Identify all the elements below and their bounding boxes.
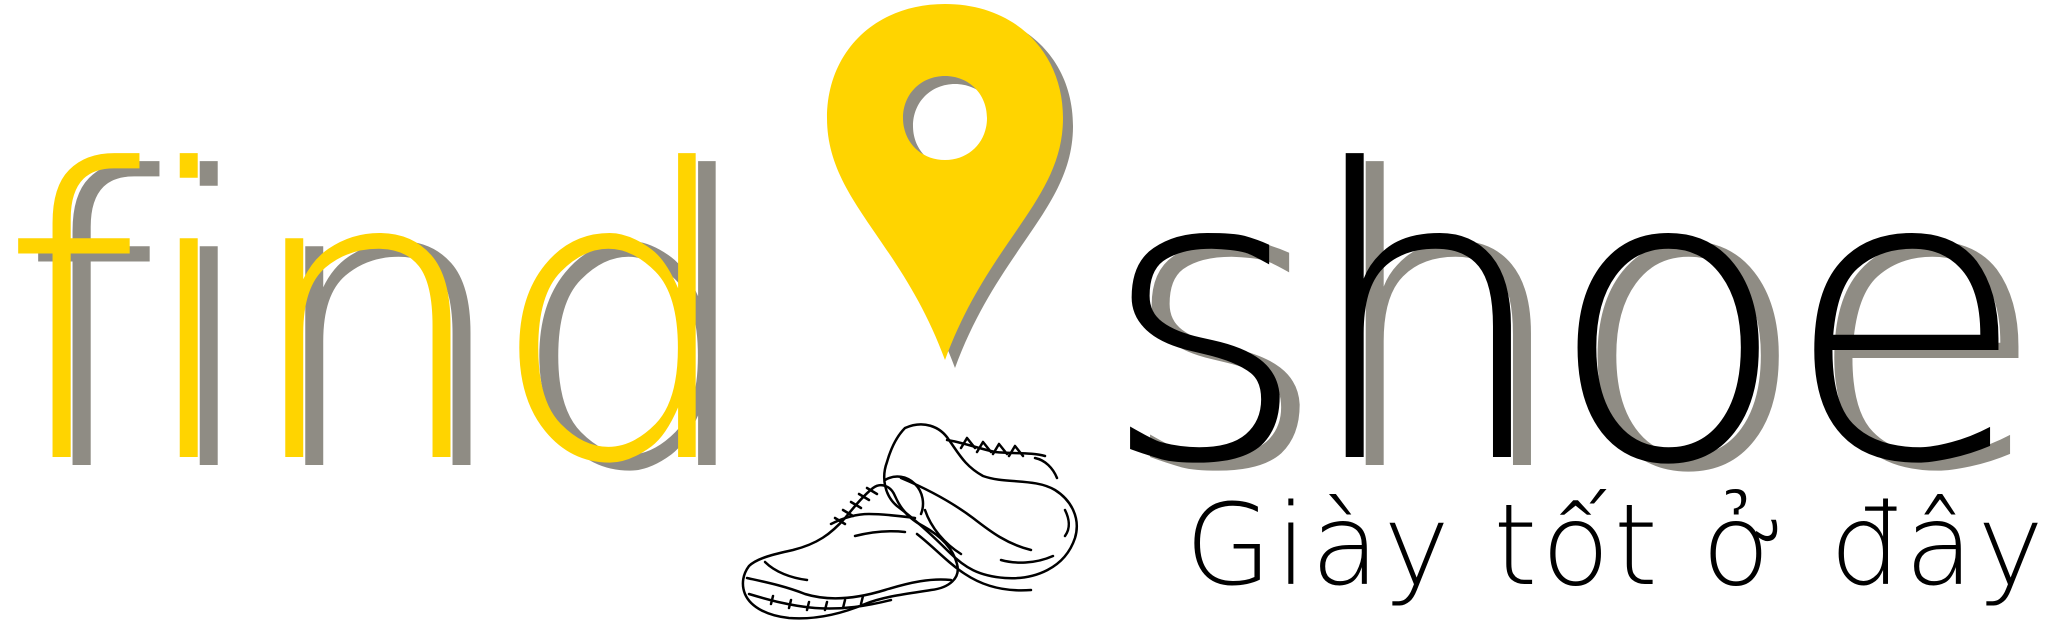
map-pin-body bbox=[827, 4, 1063, 360]
map-pin-icon bbox=[827, 4, 1073, 368]
logo-word-find-shadow: find bbox=[20, 95, 761, 560]
logo-tagline: Giày tốt ở đây bbox=[1185, 481, 2048, 611]
logo-word-shoe-text: shoe bbox=[1100, 87, 2029, 552]
logo-word-shoe-shadow: shoe bbox=[1120, 95, 2049, 560]
sneaker-back bbox=[883, 423, 1078, 592]
sneaker-front bbox=[741, 475, 960, 620]
logo-word-find-text: find bbox=[0, 87, 741, 552]
sneakers-illustration bbox=[741, 423, 1078, 620]
